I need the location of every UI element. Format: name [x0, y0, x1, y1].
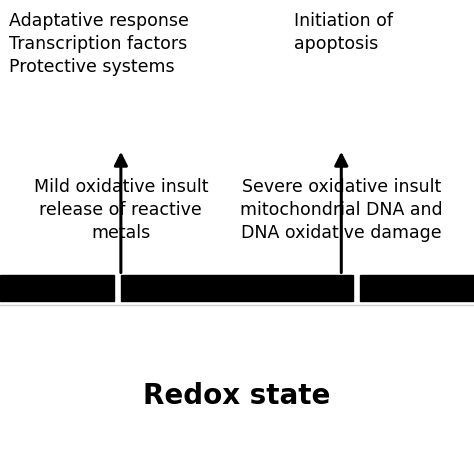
Text: Mild oxidative insult
release of reactive
metals: Mild oxidative insult release of reactiv…: [34, 178, 208, 242]
Bar: [121, 275, 353, 301]
Text: Initiation of
apoptosis: Initiation of apoptosis: [294, 12, 393, 53]
Bar: [360, 275, 474, 301]
Text: Redox state: Redox state: [143, 382, 331, 410]
Text: Adaptative response
Transcription factors
Protective systems: Adaptative response Transcription factor…: [9, 12, 189, 76]
Bar: [0, 275, 114, 301]
Text: Severe oxidative insult
mitochondrial DNA and
DNA oxidative damage: Severe oxidative insult mitochondrial DN…: [240, 178, 443, 242]
